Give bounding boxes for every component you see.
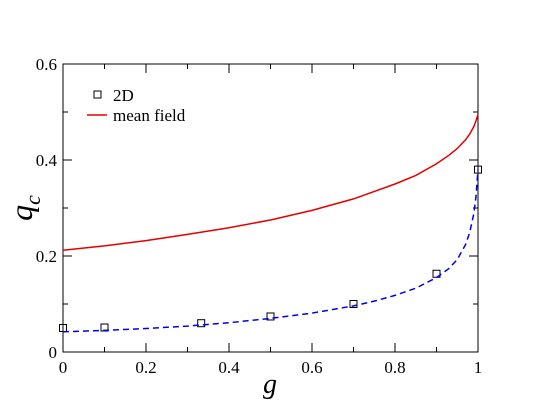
mean-field-line: [62, 114, 479, 251]
y-tick-label: 0.6: [36, 55, 57, 74]
legend-label: mean field: [113, 106, 186, 125]
x-tick-label: 0.8: [384, 358, 405, 377]
y-tick-label: 0.4: [36, 151, 58, 170]
y-axis-title-main: q: [3, 205, 39, 221]
fit-curve-line: [62, 169, 479, 333]
data-point-2d: [349, 300, 358, 308]
x-tick-label: 1: [474, 358, 483, 377]
y-tick-label: 0.2: [36, 247, 57, 266]
x-tick-label: 0.4: [218, 358, 240, 377]
x-tick-label: 0: [59, 358, 68, 377]
data-point-2d: [197, 319, 206, 328]
legend-marker-square: [93, 90, 102, 99]
x-axis-title: g: [263, 369, 277, 400]
y-axis-title: qc: [3, 195, 45, 221]
data-point-2d: [266, 312, 275, 321]
x-tick-label: 0.2: [135, 358, 156, 377]
axis-ticks: 0 0.2 0.4 0.6 0.8 1 0 0.2 0.4 0.6: [36, 55, 483, 377]
data-series: [59, 114, 482, 333]
y-axis-title-subscript: c: [20, 195, 45, 205]
data-point-2d: [474, 165, 482, 174]
x-tick-label: 0.6: [301, 358, 322, 377]
y-tick-label: 0: [49, 343, 58, 362]
legend-label: 2D: [113, 86, 134, 105]
